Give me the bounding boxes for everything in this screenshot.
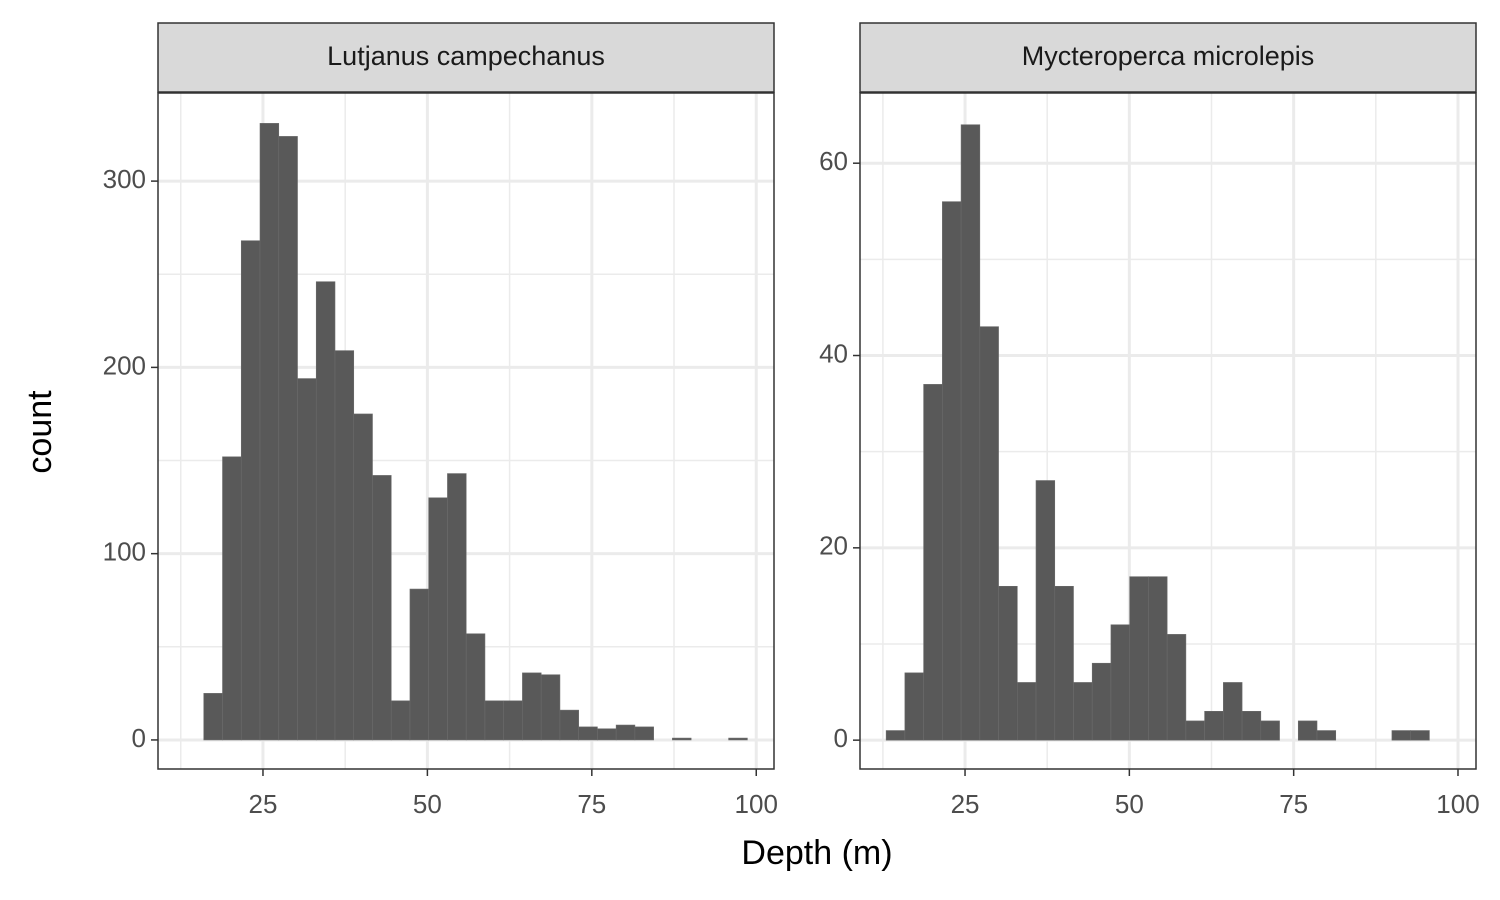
y-tick-label: 100	[103, 537, 146, 567]
bar	[1016, 682, 1037, 741]
bar	[1297, 720, 1318, 741]
bar	[1260, 720, 1280, 741]
bar	[1054, 585, 1074, 741]
bar	[353, 413, 373, 741]
bar	[1223, 682, 1243, 741]
x-tick-label: 25	[951, 789, 980, 819]
bar	[503, 700, 523, 741]
bar	[979, 326, 999, 741]
bar	[960, 124, 981, 741]
bar	[203, 693, 223, 741]
bar	[1410, 730, 1430, 741]
bar	[1185, 720, 1205, 741]
bar	[672, 737, 692, 741]
x-tick-label: 100	[1436, 789, 1479, 819]
x-axis-title: Depth (m)	[741, 834, 892, 872]
bar	[559, 709, 579, 741]
bar	[222, 456, 242, 741]
bar	[372, 475, 392, 741]
y-tick-label: 20	[819, 531, 848, 561]
bar	[1110, 624, 1130, 741]
x-tick-label: 100	[735, 789, 778, 819]
strip	[157, 22, 775, 93]
panel-border	[859, 92, 1477, 770]
bar	[315, 281, 336, 741]
y-tick-label: 0	[132, 723, 146, 753]
y-tick-label: 60	[819, 146, 848, 176]
bar	[1391, 730, 1411, 741]
x-tick-label: 25	[249, 789, 278, 819]
bar	[615, 724, 636, 741]
bar	[597, 728, 617, 741]
bar	[728, 737, 748, 741]
bar	[297, 378, 317, 741]
x-tick-label: 50	[413, 789, 442, 819]
y-tick-label: 300	[103, 164, 146, 194]
bar	[1204, 711, 1224, 741]
bar	[447, 473, 467, 741]
bar	[1091, 662, 1112, 741]
bar	[259, 123, 280, 741]
bar	[465, 633, 486, 741]
bar	[998, 585, 1018, 741]
bar	[1129, 576, 1149, 741]
bar	[1166, 634, 1187, 741]
strip	[859, 22, 1477, 93]
bar	[942, 201, 962, 741]
bar	[484, 700, 504, 741]
bar	[885, 730, 906, 741]
strip-title: Lutjanus campechanus	[327, 41, 605, 71]
bar	[240, 240, 261, 741]
strip-title: Mycteroperca microlepis	[1022, 41, 1315, 71]
bar	[278, 136, 298, 741]
bar	[578, 726, 598, 741]
bar	[923, 384, 943, 741]
bar	[409, 588, 430, 741]
bar	[390, 700, 411, 741]
bar	[1073, 682, 1093, 741]
y-axis-title: count	[21, 390, 59, 474]
bar	[522, 672, 542, 741]
y-tick-label: 40	[819, 338, 848, 368]
bar	[904, 672, 924, 741]
bar	[540, 674, 561, 741]
bar	[1316, 730, 1337, 741]
bar	[1241, 711, 1262, 741]
y-tick-label: 200	[103, 350, 146, 380]
bar	[1148, 576, 1168, 741]
panel-border	[157, 92, 775, 770]
x-tick-label: 75	[1279, 789, 1308, 819]
x-tick-label: 50	[1115, 789, 1144, 819]
bar	[334, 350, 355, 741]
bar	[428, 497, 448, 741]
x-tick-label: 75	[577, 789, 606, 819]
y-tick-label: 0	[834, 723, 848, 753]
bar	[634, 726, 654, 741]
bar	[1035, 480, 1056, 741]
